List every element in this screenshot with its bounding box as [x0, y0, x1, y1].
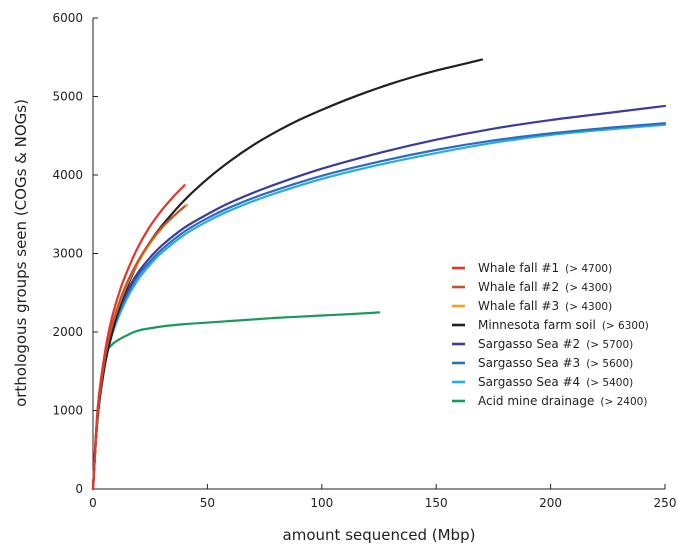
legend-series-name: Minnesota farm soil — [478, 318, 596, 332]
x-tick-label: 50 — [200, 496, 215, 510]
legend-series-note: (> 2400) — [600, 396, 647, 408]
legend-series-name: Sargasso Sea #3 — [478, 356, 580, 370]
y-tick-label: 6000 — [52, 11, 83, 25]
legend-series-name: Acid mine drainage — [478, 394, 594, 408]
series-line-whale-fall-1 — [91, 184, 186, 491]
legend-label-minnesota-farm-soil: Minnesota farm soil (> 6300) — [478, 318, 649, 332]
x-ticks: 0 50 100 150 200 250 — [89, 484, 676, 510]
y-tick-label: 5000 — [52, 90, 83, 104]
series-lines — [91, 58, 667, 491]
y-tick-label: 4000 — [52, 168, 83, 182]
legend-series-note: (> 5600) — [586, 358, 633, 370]
series-line-acid-mine-drainage — [91, 311, 381, 491]
legend-label-acid-mine-drainage: Acid mine drainage (> 2400) — [478, 394, 647, 408]
legend-series-note: (> 4300) — [565, 301, 612, 313]
y-ticks: 0 1000 2000 3000 4000 5000 6000 — [52, 11, 98, 496]
legend-label-sargasso-sea-2: Sargasso Sea #2 (> 5700) — [478, 337, 633, 351]
legend-series-note: (> 5700) — [586, 339, 633, 351]
legend-series-name: Whale fall #3 — [478, 299, 559, 313]
legend-label-sargasso-sea-4: Sargasso Sea #4 (> 5400) — [478, 375, 633, 389]
y-tick-label: 0 — [75, 482, 83, 496]
legend-label-sargasso-sea-3: Sargasso Sea #3 (> 5600) — [478, 356, 633, 370]
y-tick-label: 3000 — [52, 247, 83, 261]
y-axis-title: orthologous groups seen (COGs & NOGs) — [12, 99, 30, 407]
legend-label-whale-fall-3: Whale fall #3 (> 4300) — [478, 299, 612, 313]
legend-series-note: (> 5400) — [586, 377, 633, 389]
x-tick-label: 0 — [89, 496, 97, 510]
x-tick-label: 200 — [539, 496, 562, 510]
legend-label-whale-fall-2: Whale fall #2 (> 4300) — [478, 280, 612, 294]
x-tick-label: 100 — [310, 496, 333, 510]
legend-series-name: Sargasso Sea #2 — [478, 337, 580, 351]
legend-series-name: Whale fall #2 — [478, 280, 559, 294]
x-axis-title: amount sequenced (Mbp) — [283, 526, 476, 544]
legend-series-note: (> 4300) — [565, 282, 612, 294]
legend-series-name: Whale fall #1 — [478, 261, 559, 275]
legend-label-whale-fall-1: Whale fall #1 (> 4700) — [478, 261, 612, 275]
legend-series-note: (> 4700) — [565, 263, 612, 275]
series-line-minnesota-farm-soil — [91, 58, 484, 491]
series-line-sargasso-sea-2 — [91, 104, 667, 491]
x-tick-label: 250 — [654, 496, 677, 510]
y-tick-label: 1000 — [52, 404, 83, 418]
legend-series-name: Sargasso Sea #4 — [478, 375, 580, 389]
x-tick-label: 150 — [425, 496, 448, 510]
legend-series-note: (> 6300) — [602, 320, 649, 332]
legend: Whale fall #1 (> 4700) Whale fall #2 (> 430… — [452, 261, 649, 408]
y-tick-label: 2000 — [52, 325, 83, 339]
